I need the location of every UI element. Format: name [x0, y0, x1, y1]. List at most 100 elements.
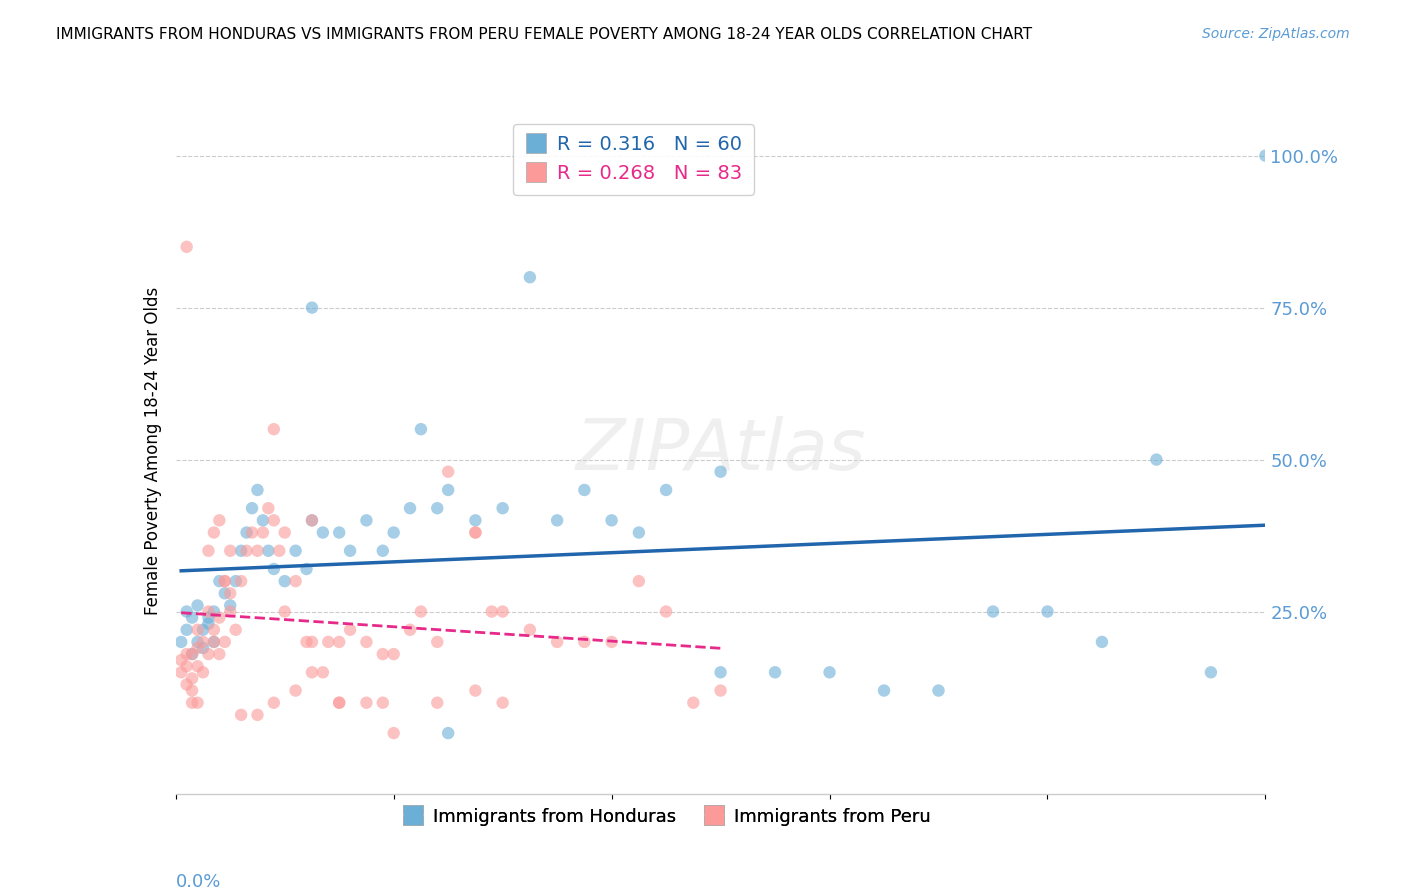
- Point: [399, 623, 422, 637]
- Point: [763, 665, 786, 680]
- Point: [208, 647, 231, 661]
- Point: [371, 543, 394, 558]
- Point: [191, 623, 214, 637]
- Point: [219, 586, 242, 600]
- Point: [437, 726, 460, 740]
- Point: [181, 696, 204, 710]
- Point: [339, 543, 361, 558]
- Point: [176, 647, 198, 661]
- Point: [873, 683, 896, 698]
- Point: [464, 525, 486, 540]
- Point: [600, 635, 623, 649]
- Point: [208, 513, 231, 527]
- Point: [295, 635, 318, 649]
- Point: [655, 483, 678, 497]
- Point: [197, 610, 219, 624]
- Point: [225, 623, 247, 637]
- Point: [426, 696, 449, 710]
- Point: [176, 659, 198, 673]
- Point: [574, 635, 596, 649]
- Point: [231, 574, 253, 589]
- Point: [328, 696, 350, 710]
- Point: [197, 647, 219, 661]
- Point: [274, 574, 297, 589]
- Point: [202, 623, 225, 637]
- Point: [301, 513, 323, 527]
- Point: [519, 623, 541, 637]
- Point: [382, 647, 405, 661]
- Point: [301, 301, 323, 315]
- Point: [186, 659, 209, 673]
- Point: [214, 586, 236, 600]
- Point: [426, 501, 449, 516]
- Legend: Immigrants from Honduras, Immigrants from Peru: Immigrants from Honduras, Immigrants fro…: [395, 800, 938, 833]
- Text: ZIPAtlas: ZIPAtlas: [575, 416, 866, 485]
- Point: [170, 635, 193, 649]
- Point: [409, 605, 432, 619]
- Point: [170, 665, 193, 680]
- Point: [186, 623, 209, 637]
- Point: [356, 635, 378, 649]
- Point: [301, 513, 323, 527]
- Point: [655, 605, 678, 619]
- Text: Source: ZipAtlas.com: Source: ZipAtlas.com: [1202, 27, 1350, 41]
- Point: [492, 605, 515, 619]
- Point: [574, 483, 596, 497]
- Point: [176, 605, 198, 619]
- Point: [710, 665, 733, 680]
- Point: [181, 610, 204, 624]
- Point: [464, 525, 486, 540]
- Point: [1036, 605, 1059, 619]
- Point: [269, 543, 291, 558]
- Point: [519, 270, 541, 285]
- Point: [437, 465, 460, 479]
- Point: [312, 665, 335, 680]
- Point: [301, 665, 323, 680]
- Point: [328, 635, 350, 649]
- Point: [252, 525, 274, 540]
- Point: [263, 696, 285, 710]
- Point: [710, 683, 733, 698]
- Point: [464, 513, 486, 527]
- Point: [170, 653, 193, 667]
- Point: [464, 683, 486, 698]
- Point: [181, 647, 204, 661]
- Point: [371, 647, 394, 661]
- Point: [426, 635, 449, 649]
- Point: [202, 635, 225, 649]
- Point: [197, 616, 219, 631]
- Point: [231, 543, 253, 558]
- Point: [339, 623, 361, 637]
- Point: [328, 696, 350, 710]
- Point: [263, 513, 285, 527]
- Point: [191, 635, 214, 649]
- Point: [197, 543, 219, 558]
- Point: [240, 501, 263, 516]
- Point: [492, 501, 515, 516]
- Point: [186, 696, 209, 710]
- Point: [312, 525, 335, 540]
- Point: [186, 599, 209, 613]
- Point: [600, 513, 623, 527]
- Point: [202, 635, 225, 649]
- Point: [371, 696, 394, 710]
- Point: [202, 605, 225, 619]
- Point: [295, 562, 318, 576]
- Point: [208, 610, 231, 624]
- Point: [202, 525, 225, 540]
- Point: [176, 240, 198, 254]
- Point: [356, 513, 378, 527]
- Point: [710, 465, 733, 479]
- Point: [318, 635, 340, 649]
- Point: [356, 696, 378, 710]
- Text: IMMIGRANTS FROM HONDURAS VS IMMIGRANTS FROM PERU FEMALE POVERTY AMONG 18-24 YEAR: IMMIGRANTS FROM HONDURAS VS IMMIGRANTS F…: [56, 27, 1032, 42]
- Point: [1199, 665, 1222, 680]
- Point: [409, 422, 432, 436]
- Point: [682, 696, 704, 710]
- Point: [257, 501, 280, 516]
- Point: [191, 665, 214, 680]
- Text: 0.0%: 0.0%: [176, 873, 221, 891]
- Point: [197, 605, 219, 619]
- Point: [225, 574, 247, 589]
- Point: [274, 525, 297, 540]
